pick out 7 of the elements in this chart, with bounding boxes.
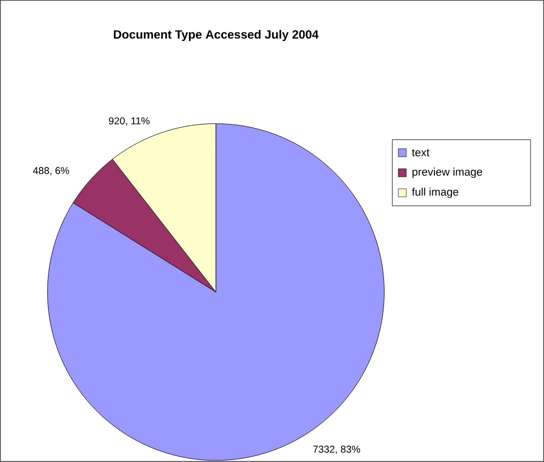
data-label: 7332, 83% <box>313 446 360 454</box>
data-label: 920, 11% <box>108 117 150 126</box>
chart-title: Document Type Accessed July 2004 <box>114 30 319 42</box>
legend-label: text <box>412 149 430 156</box>
data-label: 488, 6% <box>33 167 70 176</box>
legend-label: full image <box>412 188 458 198</box>
legend-label: preview image <box>412 168 482 178</box>
